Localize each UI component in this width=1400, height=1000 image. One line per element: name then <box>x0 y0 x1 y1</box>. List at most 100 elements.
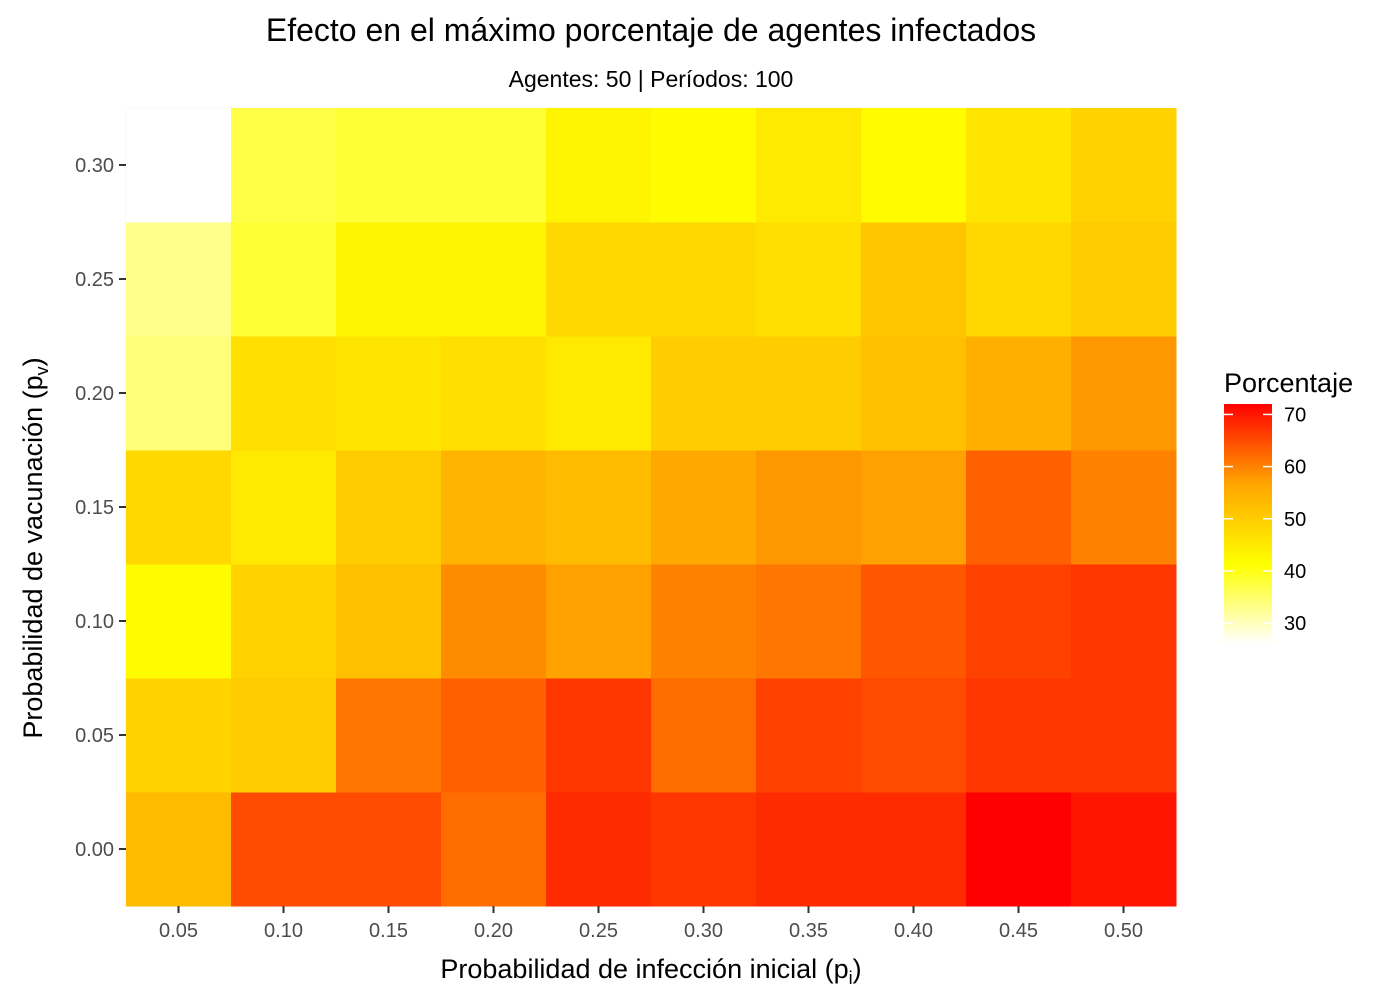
y-axis-title-close: ) <box>18 357 48 366</box>
heatmap-cell <box>546 222 652 337</box>
x-tick-label: 0.45 <box>999 920 1038 942</box>
heatmap-cell <box>126 678 232 793</box>
heatmap-cell <box>546 792 652 907</box>
heatmap-cell <box>126 108 232 223</box>
heatmap-cell <box>966 222 1072 337</box>
heatmap-cell <box>756 450 862 565</box>
y-axis-title: Probabilidad de vacunación (pv) <box>18 357 52 738</box>
x-tick-label: 0.05 <box>159 920 198 942</box>
y-tick-label: 0.00 <box>75 839 114 861</box>
heatmap-cell <box>336 108 442 223</box>
heatmap-cell <box>441 450 547 565</box>
heatmap-cell <box>336 792 442 907</box>
legend-colorbar <box>1224 404 1272 644</box>
heatmap-cell <box>1071 108 1177 223</box>
heatmap-cell <box>861 564 967 679</box>
chart-title: Efecto en el máximo porcentaje de agente… <box>266 12 1036 48</box>
heatmap-cell <box>1071 678 1177 793</box>
heatmap-cell <box>861 336 967 451</box>
heatmap-cells <box>126 108 1177 907</box>
legend-title: Porcentaje <box>1224 368 1353 398</box>
heatmap-cell <box>966 564 1072 679</box>
y-tick-label: 0.05 <box>75 725 114 747</box>
heatmap-cell <box>231 336 337 451</box>
heatmap-cell <box>1071 564 1177 679</box>
heatmap-cell <box>441 222 547 337</box>
heatmap-cell <box>336 678 442 793</box>
heatmap-cell <box>441 564 547 679</box>
heatmap-cell <box>546 108 652 223</box>
legend-tick-label: 70 <box>1284 404 1306 426</box>
x-tick-label: 0.50 <box>1104 920 1143 942</box>
heatmap-cell <box>861 222 967 337</box>
legend-tick-label: 30 <box>1284 613 1306 635</box>
heatmap-cell <box>126 564 232 679</box>
x-tick-label: 0.20 <box>474 920 513 942</box>
legend-tick-label: 40 <box>1284 561 1306 583</box>
y-axis-ticks: 0.00 0.05 0.10 0.15 0.20 0.25 0.30 <box>75 155 126 861</box>
x-tick-label: 0.10 <box>264 920 303 942</box>
x-tick-label: 0.30 <box>684 920 723 942</box>
y-tick-label: 0.15 <box>75 497 114 519</box>
chart-subtitle: Agentes: 50 | Períodos: 100 <box>509 66 794 92</box>
heatmap-cell <box>1071 450 1177 565</box>
heatmap-cell <box>651 678 757 793</box>
heatmap-cell <box>1071 222 1177 337</box>
heatmap-cell <box>1071 336 1177 451</box>
heatmap-cell <box>231 450 337 565</box>
heatmap-cell <box>546 678 652 793</box>
x-tick-label: 0.15 <box>369 920 408 942</box>
heatmap-cell <box>966 108 1072 223</box>
heatmap-cell <box>651 792 757 907</box>
x-axis-title: Probabilidad de infección inicial (pi) <box>440 954 861 988</box>
heatmap-cell <box>966 450 1072 565</box>
heatmap-cell <box>336 336 442 451</box>
heatmap-cell <box>336 222 442 337</box>
y-tick-label: 0.30 <box>75 155 114 177</box>
heatmap-cell <box>126 222 232 337</box>
heatmap-cell <box>441 792 547 907</box>
x-axis-title-close: ) <box>853 954 862 984</box>
x-tick-label: 0.35 <box>789 920 828 942</box>
heatmap-cell <box>651 222 757 337</box>
heatmap-cell <box>231 792 337 907</box>
heatmap-cell <box>756 108 862 223</box>
y-tick-label: 0.10 <box>75 611 114 633</box>
heatmap-cell <box>966 336 1072 451</box>
x-tick-label: 0.25 <box>579 920 618 942</box>
heatmap-cell <box>546 336 652 451</box>
y-axis-title-main: Probabilidad de vacunación (p <box>18 375 48 738</box>
heatmap-cell <box>861 108 967 223</box>
heatmap-cell <box>126 450 232 565</box>
heatmap-cell <box>861 678 967 793</box>
heatmap-cell <box>756 222 862 337</box>
heatmap-cell <box>651 450 757 565</box>
heatmap-cell <box>126 792 232 907</box>
y-tick-label: 0.25 <box>75 269 114 291</box>
x-axis-title-subscript: i <box>849 968 853 988</box>
heatmap-cell <box>441 108 547 223</box>
heatmap-cell <box>756 336 862 451</box>
heatmap-cell <box>546 564 652 679</box>
heatmap-cell <box>756 564 862 679</box>
heatmap-cell <box>336 450 442 565</box>
heatmap-cell <box>231 108 337 223</box>
heatmap-cell <box>231 564 337 679</box>
heatmap-cell <box>441 678 547 793</box>
x-tick-label: 0.40 <box>894 920 933 942</box>
heatmap-cell <box>966 792 1072 907</box>
heatmap-cell <box>651 336 757 451</box>
heatmap-cell <box>756 792 862 907</box>
heatmap-cell <box>756 678 862 793</box>
heatmap-cell <box>861 450 967 565</box>
heatmap-cell <box>651 108 757 223</box>
heatmap-cell <box>441 336 547 451</box>
heatmap-cell <box>1071 792 1177 907</box>
y-axis-title-subscript: v <box>32 366 52 375</box>
x-axis-title-main: Probabilidad de infección inicial (p <box>440 954 848 984</box>
legend-tick-label: 60 <box>1284 457 1306 479</box>
heatmap-cell <box>126 336 232 451</box>
legend-ticks: 30 40 50 60 70 <box>1224 404 1306 635</box>
